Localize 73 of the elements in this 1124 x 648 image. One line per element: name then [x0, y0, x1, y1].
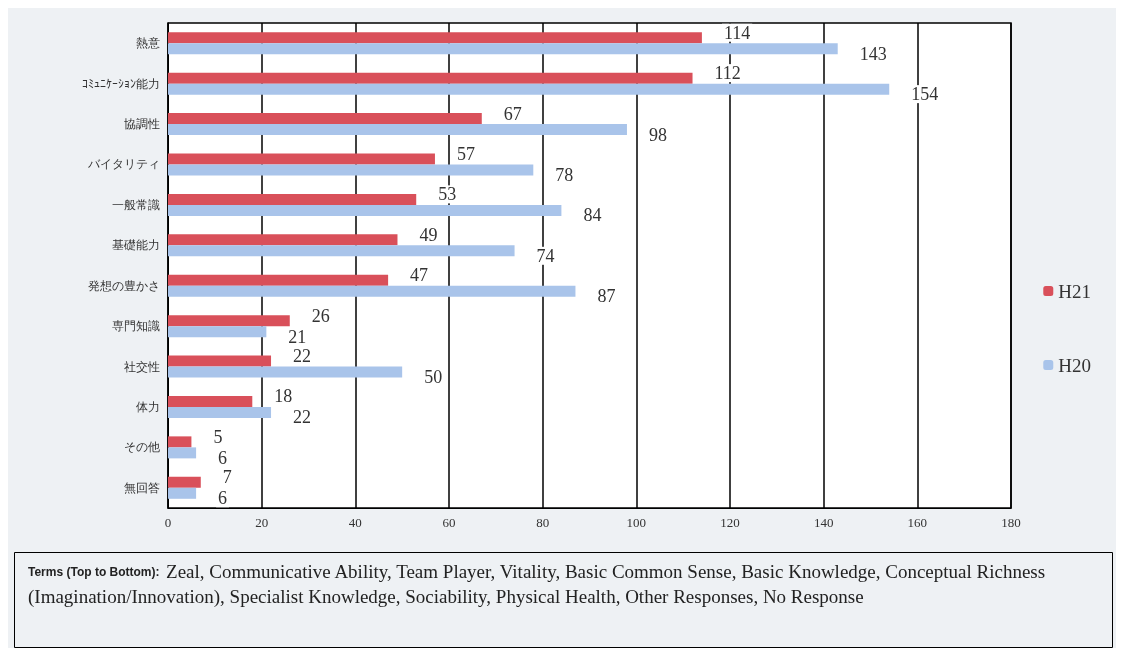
data-label: 78 — [555, 164, 574, 185]
y-tick-label: 協調性 — [124, 117, 160, 132]
data-label: 47 — [410, 265, 429, 286]
data-label: 22 — [293, 407, 312, 428]
y-tick-label: バイタリティ — [87, 157, 160, 172]
bar — [168, 326, 267, 338]
data-label: 112 — [714, 63, 741, 84]
bar — [168, 274, 389, 286]
y-tick-label: 社交性 — [124, 359, 160, 374]
bar — [168, 355, 272, 367]
data-label: 22 — [293, 346, 312, 367]
bar — [168, 285, 576, 297]
y-tick-label: ｺﾐｭﾆｹｰｼｮﾝ能力 — [82, 76, 160, 91]
text: Terms (Top to Bottom): Zeal, Communicative Ability, Team Player, Vitality, Basic Common Sense, Basic Knowledge, Conceptual Richness (Imagination/Innovation), Specialist Knowledge, Sociability, Physical Health, Other Responses, No Response — [28, 561, 1050, 608]
bar — [168, 487, 197, 499]
data-label: 74 — [536, 245, 555, 266]
bar — [168, 72, 693, 84]
x-tick-label: 20 — [255, 515, 269, 530]
data-label: 6 — [218, 488, 228, 509]
data-label: 18 — [274, 386, 293, 407]
bar — [168, 395, 253, 407]
bar — [168, 193, 417, 205]
y-tick-label: 基礎能力 — [112, 238, 160, 253]
bar — [168, 366, 403, 378]
y-tick-label: 一般常識 — [112, 197, 160, 212]
x-tick-label: 180 — [1001, 515, 1021, 530]
data-label: 50 — [424, 367, 443, 388]
bar — [168, 436, 192, 448]
bar — [168, 245, 515, 257]
y-tick-label: 専門知識 — [112, 319, 160, 334]
legend-label: H20 — [1058, 354, 1092, 376]
x-tick-label: 80 — [536, 515, 550, 530]
data-label: 57 — [456, 143, 475, 164]
x-tick-label: 160 — [907, 515, 928, 530]
data-label: 87 — [597, 286, 616, 307]
data-label: 7 — [222, 467, 232, 488]
data-label: 84 — [583, 205, 602, 226]
data-label: 49 — [419, 224, 438, 245]
x-tick-label: 120 — [720, 515, 740, 530]
y-tick-label: 発想の豊かさ — [88, 278, 160, 293]
bar — [168, 113, 482, 125]
data-label: 67 — [503, 103, 522, 124]
bar — [168, 43, 838, 55]
legend-label: H21 — [1058, 280, 1092, 302]
y-tick-label: その他 — [124, 440, 160, 455]
x-tick-label: 60 — [442, 515, 456, 530]
data-label: 6 — [218, 447, 228, 468]
bar — [168, 315, 290, 327]
y-tick-label: 熱意 — [136, 36, 160, 51]
y-tick-label: 体力 — [136, 399, 160, 414]
data-label: 53 — [438, 184, 457, 205]
data-label: 21 — [288, 326, 307, 347]
x-tick-label: 140 — [813, 515, 834, 530]
x-tick-label: 40 — [348, 515, 362, 530]
data-label: 5 — [213, 426, 223, 447]
data-label: 26 — [311, 305, 330, 326]
data-label: 98 — [648, 124, 667, 145]
bar — [168, 234, 398, 246]
x-tick-label: 100 — [626, 515, 647, 530]
data-label: 154 — [911, 84, 939, 105]
bar — [168, 32, 702, 44]
bar — [168, 406, 272, 418]
y-tick-label: 無回答 — [124, 480, 160, 495]
bar — [168, 447, 197, 459]
data-label: 143 — [859, 43, 887, 64]
bar — [168, 476, 201, 488]
bar — [168, 164, 534, 176]
bar — [168, 83, 890, 95]
bar — [168, 204, 562, 216]
x-tick-label: 0 — [164, 515, 172, 530]
data-label: 114 — [723, 22, 751, 43]
bar — [168, 124, 627, 136]
bar — [168, 153, 435, 165]
